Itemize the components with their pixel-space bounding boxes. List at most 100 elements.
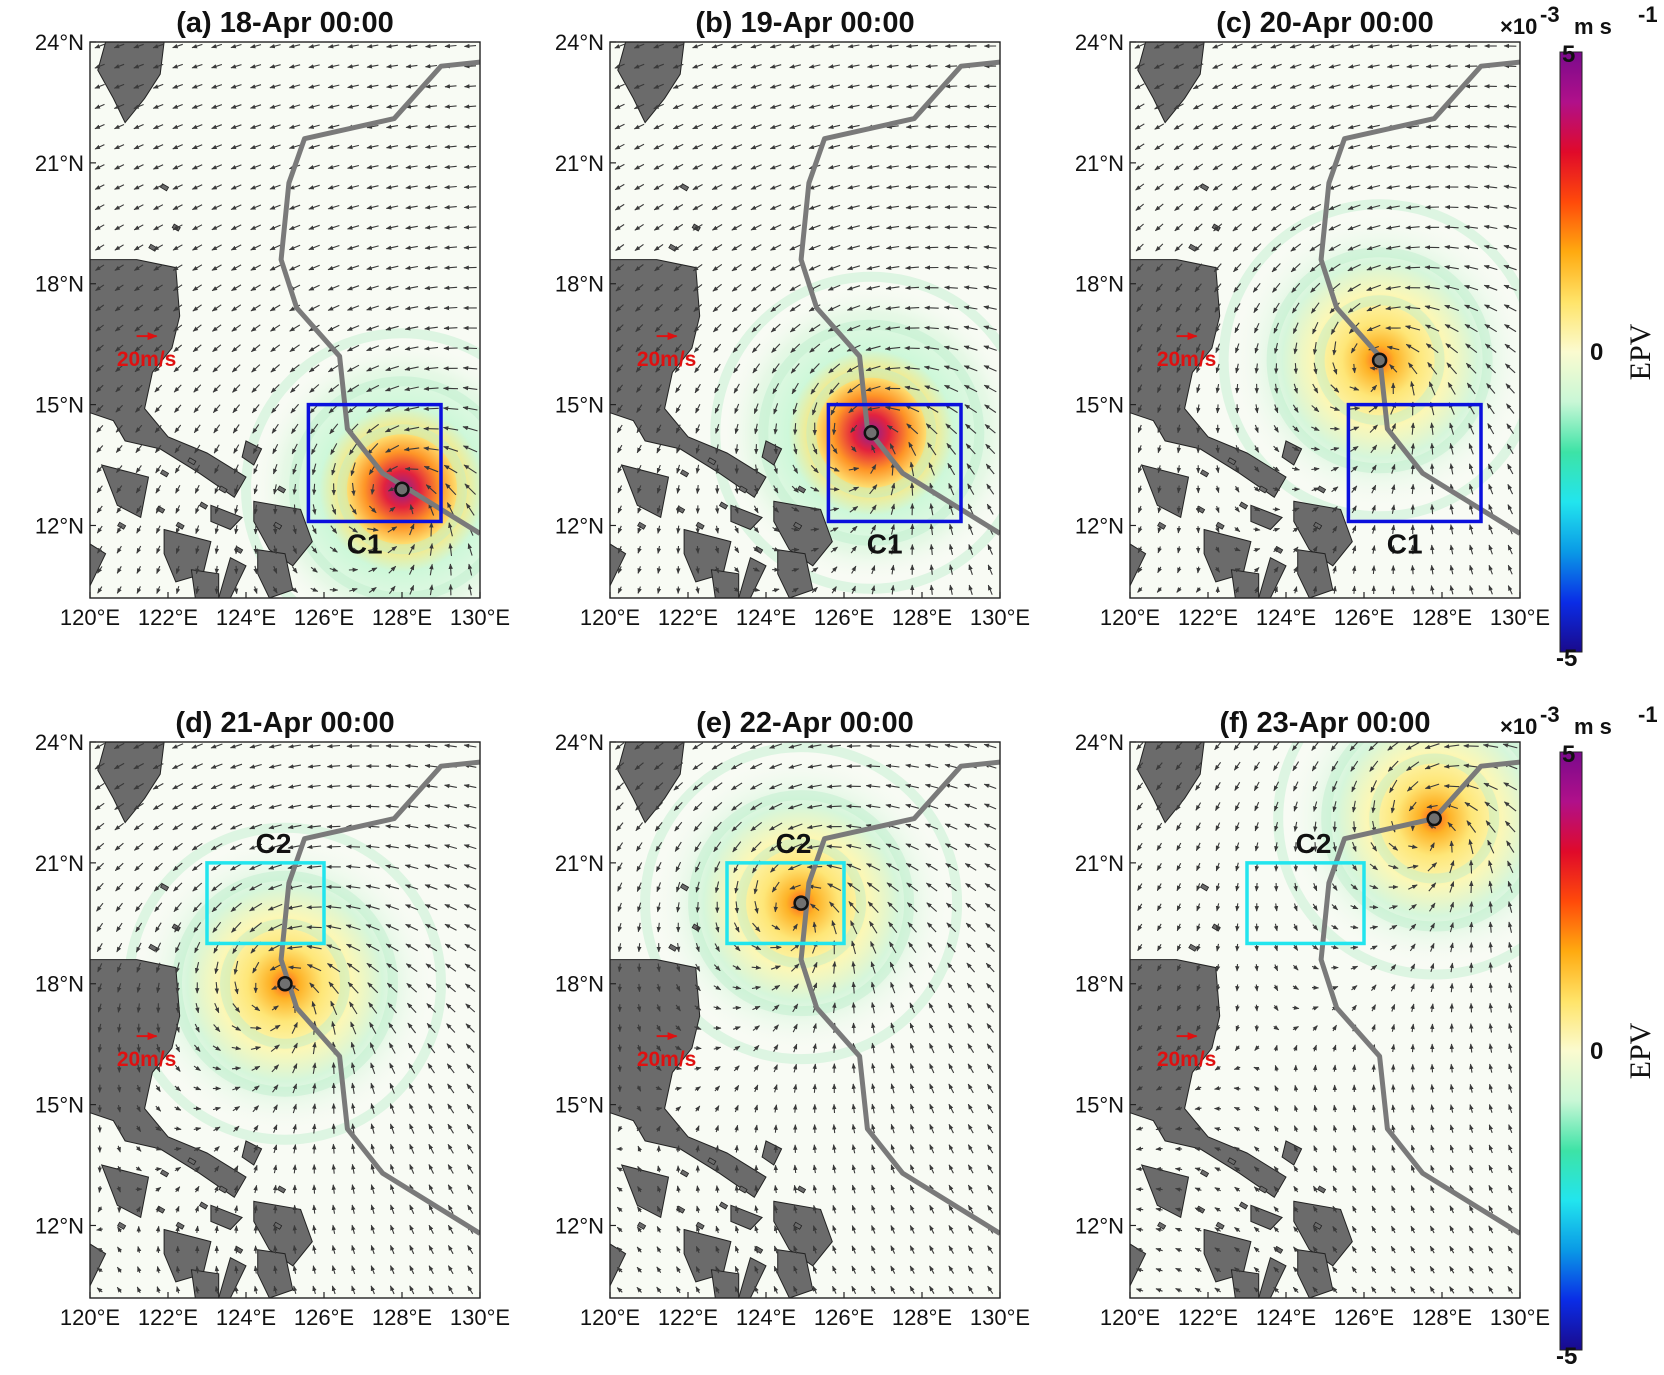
wind-arrow (1254, 1004, 1259, 1012)
wind-arrow (1445, 64, 1458, 69)
wind-arrow (134, 344, 143, 352)
wind-arrow (1293, 363, 1298, 375)
wind-arrow (331, 1143, 336, 1154)
x-tick-label: 128°E (1412, 605, 1472, 630)
wind-arrow (271, 423, 279, 434)
x-tick-label: 122°E (658, 1305, 718, 1330)
wind-arrow (212, 404, 221, 414)
wind-arrow (133, 63, 144, 69)
panel-title: (e) 22-Apr 00:00 (696, 707, 914, 739)
wind-arrow (154, 404, 162, 413)
y-tick-label: 24°N (555, 30, 604, 55)
x-tick-label: 122°E (1178, 605, 1238, 630)
wind-arrow (291, 423, 299, 434)
wind-arrow (173, 324, 183, 332)
y-tick-label: 21°N (555, 851, 604, 876)
y-tick-label: 24°N (35, 730, 84, 755)
wind-arrow (133, 144, 144, 150)
wind-arrow (270, 384, 280, 393)
wind-arrow (1391, 585, 1396, 595)
wind-arrow (308, 44, 320, 49)
wind-arrow (308, 164, 320, 170)
scale-label: 20m/s (637, 1048, 697, 1071)
wind-arrow (1391, 1084, 1396, 1093)
wind-arrow (617, 1105, 623, 1113)
typhoon-center-marker (1426, 810, 1442, 827)
panel-title: (f) 23-Apr 00:00 (1219, 707, 1430, 739)
region-box-label: C1 (347, 528, 383, 559)
wind-arrow (773, 1164, 779, 1173)
wind-arrow (230, 204, 242, 211)
y-tick-label: 21°N (1075, 851, 1124, 876)
wind-arrow (910, 523, 915, 535)
wind-arrow (134, 364, 143, 373)
islet (218, 485, 228, 494)
wind-arrow (152, 83, 164, 89)
wind-arrow (214, 504, 219, 515)
wind-arrow (1469, 1002, 1474, 1013)
x-tick-label: 122°E (658, 605, 718, 630)
wind-arrow (365, 804, 380, 809)
wind-arrow (331, 1123, 336, 1134)
wind-arrow (95, 284, 105, 292)
panel-c: 20m/s C1 (c) 20-Apr 00:00 120°E 122°E 124°E 12… (1075, 7, 1550, 630)
y-tick-label: 18°N (35, 272, 84, 297)
wind-arrow (1313, 1084, 1318, 1092)
land-mass (90, 259, 247, 499)
wind-arrow (273, 504, 278, 515)
y-tick-label: 12°N (1075, 513, 1124, 538)
wind-arrow (1410, 1043, 1415, 1053)
wind-arrow (136, 545, 142, 554)
wind-arrow (1215, 404, 1220, 414)
wind-arrow (192, 284, 203, 292)
wind-arrow (308, 364, 320, 373)
wind-arrow (230, 43, 242, 49)
wind-arrow (312, 483, 317, 496)
y-tick-label: 15°N (555, 393, 604, 418)
x-tick-label: 122°E (138, 1305, 198, 1330)
wind-arrow (308, 344, 320, 352)
region-box-label: C2 (776, 828, 812, 859)
wind-arrow (306, 925, 322, 930)
wind-arrow (292, 1224, 298, 1234)
wind-arrow (94, 244, 105, 251)
wind-arrow (1425, 184, 1439, 190)
wind-arrow (153, 184, 164, 190)
wind-arrow (96, 525, 103, 534)
wind-arrow (793, 423, 798, 436)
wind-arrow (230, 184, 242, 190)
wind-arrow (288, 84, 301, 89)
y-tick-label: 21°N (555, 151, 604, 176)
wind-arrow (172, 244, 183, 251)
x-tick-label: 124°E (216, 605, 276, 630)
wind-arrow (211, 84, 223, 89)
wind-arrow (288, 43, 301, 49)
wind-arrow (463, 184, 477, 190)
wind-arrow (330, 443, 338, 455)
wind-arrow (94, 43, 105, 49)
wind-arrow (311, 545, 318, 554)
wind-arrow (1235, 964, 1240, 972)
wind-arrow (231, 304, 242, 312)
wind-arrow (311, 443, 318, 455)
wind-arrow (250, 264, 261, 271)
x-tick-label: 120°E (580, 605, 640, 630)
wind-arrow (308, 244, 320, 251)
x-tick-label: 120°E (60, 605, 120, 630)
wind-arrow (135, 465, 142, 474)
wind-arrow (191, 124, 203, 130)
wind-arrow (253, 464, 259, 475)
wind-arrow (114, 304, 124, 312)
wind-arrow (231, 344, 241, 353)
colorbar-gradient (1559, 51, 1583, 653)
wind-arrow (273, 525, 278, 535)
wind-arrow (134, 304, 144, 312)
wind-arrow (191, 144, 203, 150)
wind-arrow (133, 83, 144, 89)
wind-arrow (272, 565, 278, 574)
wind-arrow (1430, 1023, 1435, 1033)
wind-arrow (136, 525, 142, 534)
wind-arrow (214, 464, 220, 474)
wind-arrow (269, 44, 281, 49)
wind-arrow (1410, 564, 1415, 575)
